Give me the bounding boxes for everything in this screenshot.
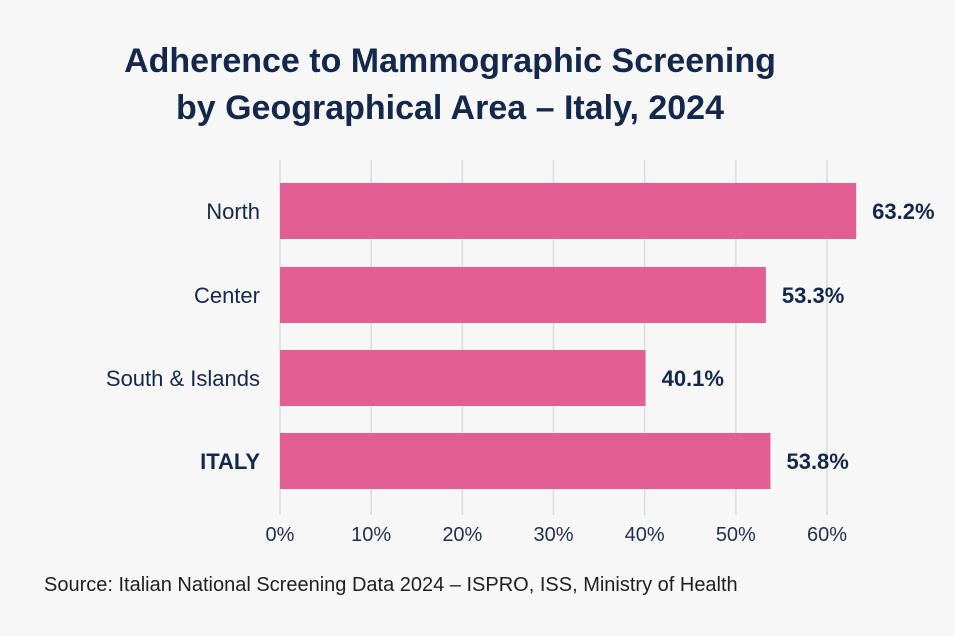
x-tick-label: 0% [266,524,295,546]
x-tick-label: 10% [351,524,391,546]
chart-title-line-2: by Geographical Area – Italy, 2024 [175,89,725,127]
bar [280,183,857,239]
value-label: 63.2% [872,199,934,224]
category-label: ITALY [200,449,260,474]
chart-title: Adherence to Mammographic Screening by G… [0,38,900,132]
chart-title-line-1: Adherence to Mammographic Screening [124,42,776,80]
value-label: 53.8% [786,449,848,474]
bar [280,433,771,489]
value-label: 53.3% [782,283,844,308]
category-label: Center [194,283,260,308]
x-tick-label: 20% [442,524,482,546]
category-label: North [206,199,260,224]
source-note: Source: Italian National Screening Data … [44,574,738,596]
bar [280,267,766,323]
x-tick-label: 60% [807,524,847,546]
value-label: 40.1% [662,366,724,391]
x-tick-label: 30% [533,524,573,546]
x-tick-label: 40% [625,524,665,546]
x-tick-label: 50% [716,524,756,546]
category-label: South & Islands [106,366,260,391]
bar [280,350,646,406]
